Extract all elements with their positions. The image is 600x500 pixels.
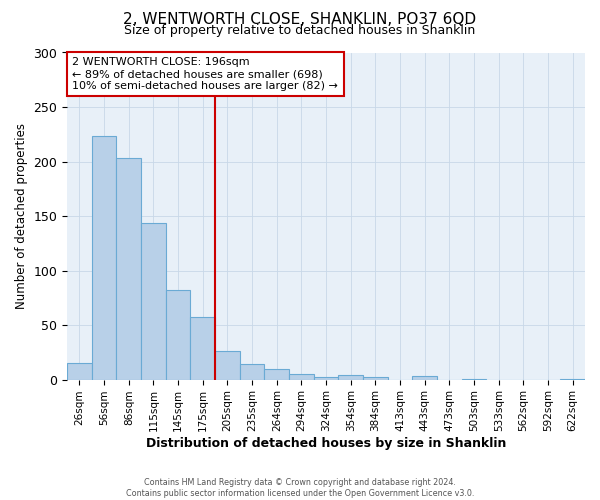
Bar [338,375,363,380]
Text: 2 WENTWORTH CLOSE: 196sqm
← 89% of detached houses are smaller (698)
10% of semi: 2 WENTWORTH CLOSE: 196sqm ← 89% of detac… [73,58,338,90]
Bar [116,158,141,380]
Bar [462,378,487,380]
Bar [560,378,585,380]
Y-axis label: Number of detached properties: Number of detached properties [15,123,28,309]
Bar [265,368,289,380]
Bar [314,378,338,380]
Text: Contains HM Land Registry data © Crown copyright and database right 2024.
Contai: Contains HM Land Registry data © Crown c… [126,478,474,498]
Text: Size of property relative to detached houses in Shanklin: Size of property relative to detached ho… [124,24,476,37]
Text: 2, WENTWORTH CLOSE, SHANKLIN, PO37 6QD: 2, WENTWORTH CLOSE, SHANKLIN, PO37 6QD [124,12,476,28]
Bar [92,136,116,380]
Bar [412,376,437,380]
Bar [363,378,388,380]
Bar [240,364,265,380]
Bar [190,318,215,380]
Bar [141,222,166,380]
X-axis label: Distribution of detached houses by size in Shanklin: Distribution of detached houses by size … [146,437,506,450]
Bar [166,290,190,380]
Bar [215,351,240,380]
Bar [289,374,314,380]
Bar [67,363,92,380]
